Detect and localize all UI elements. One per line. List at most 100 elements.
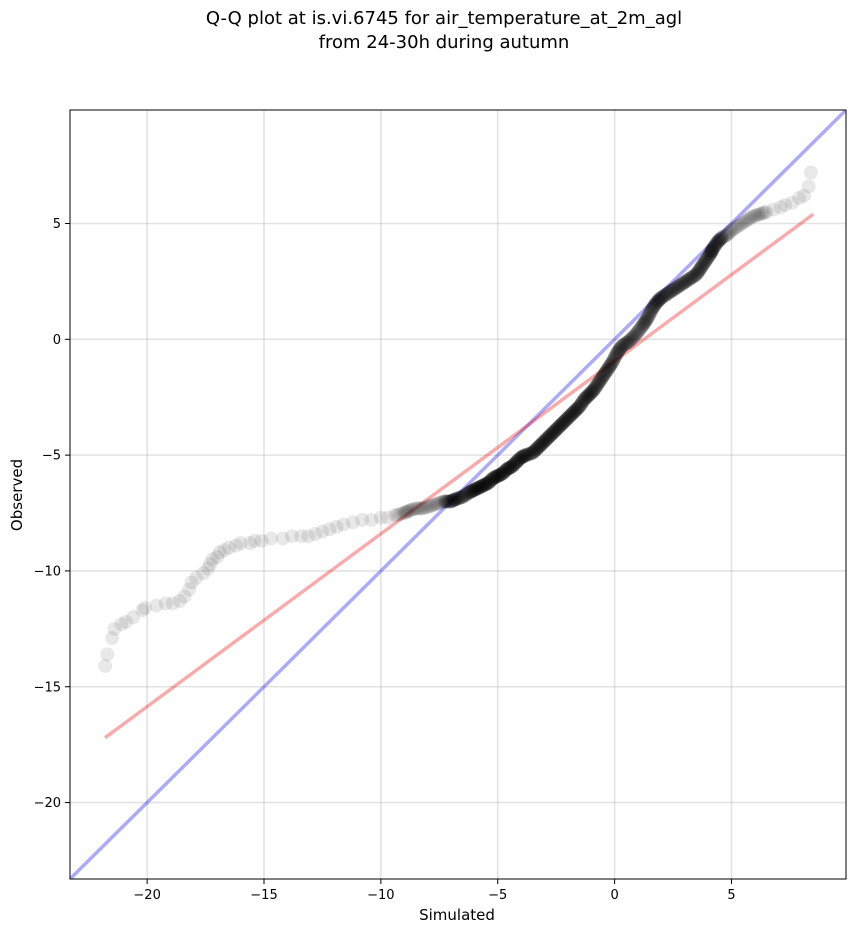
- quantile-point: [499, 462, 514, 477]
- quantile-point: [560, 411, 575, 426]
- quantile-point: [678, 274, 693, 289]
- quantile-point: [564, 407, 579, 422]
- quantile-point: [694, 259, 709, 274]
- quantile-point: [510, 453, 525, 468]
- quantile-point: [444, 494, 459, 509]
- quantile-point: [525, 445, 540, 460]
- quantile-point: [595, 370, 610, 385]
- quantile-point: [461, 486, 476, 501]
- quantile-point: [544, 426, 559, 441]
- quantile-point: [518, 448, 533, 463]
- y-tick-label: 0: [53, 333, 61, 348]
- quantile-point: [617, 337, 632, 352]
- quantile-point: [629, 325, 644, 340]
- quantile-point: [745, 209, 760, 224]
- quantile-point: [699, 252, 714, 267]
- quantile-point: [247, 533, 262, 548]
- quantile-point: [712, 232, 727, 247]
- quantile-point: [565, 406, 580, 421]
- quantile-point: [645, 302, 659, 317]
- quantile-point: [529, 442, 544, 457]
- quantile-point: [528, 443, 543, 458]
- quantile-point: [551, 420, 566, 435]
- quantile-point: [714, 230, 729, 245]
- quantile-point: [495, 466, 510, 481]
- quantile-point: [571, 400, 586, 415]
- quantile-point: [445, 493, 460, 508]
- quantile-point: [543, 428, 558, 443]
- quantile-point: [542, 428, 557, 443]
- quantile-point: [137, 600, 152, 615]
- quantile-point: [584, 384, 599, 399]
- quantile-point: [696, 256, 711, 271]
- quantile-point: [617, 337, 632, 352]
- quantile-point: [686, 269, 701, 284]
- quantile-point: [517, 448, 532, 463]
- quantile-point: [517, 448, 532, 463]
- quantile-point: [453, 490, 468, 505]
- quantile-point: [551, 420, 566, 435]
- quantile-point: [446, 493, 461, 508]
- quantile-point: [598, 365, 613, 380]
- quantile-point: [719, 228, 734, 243]
- quantile-point: [717, 229, 732, 244]
- quantile-point: [572, 399, 587, 414]
- quantile-point: [754, 206, 769, 221]
- quantile-point: [710, 235, 725, 250]
- quantile-point: [447, 492, 462, 507]
- quantile-point: [373, 510, 388, 525]
- quantile-point: [704, 245, 719, 260]
- quantile-point: [561, 410, 576, 425]
- quantile-point: [624, 332, 639, 347]
- quantile-point: [715, 230, 730, 245]
- quantile-point: [688, 267, 703, 282]
- quantile-point: [513, 451, 528, 466]
- y-axis-label: Observed: [8, 459, 26, 531]
- quantile-point: [508, 456, 523, 471]
- quantile-point: [631, 323, 646, 338]
- quantile-point: [699, 252, 714, 267]
- quantile-point: [705, 242, 720, 257]
- y-tick-label: −5: [42, 449, 61, 464]
- quantile-point: [622, 333, 637, 348]
- quantile-point: [614, 339, 629, 354]
- quantile-point: [329, 519, 344, 534]
- x-tick-label: −5: [488, 888, 507, 903]
- quantile-point: [507, 457, 522, 472]
- quantile-point: [702, 248, 717, 263]
- quantile-point: [729, 219, 744, 234]
- quantile-point: [633, 320, 648, 335]
- quantile-point: [694, 259, 709, 274]
- quantile-point: [598, 366, 613, 381]
- quantile-point: [466, 483, 481, 498]
- quantile-point: [734, 216, 749, 231]
- quantile-point: [570, 401, 585, 416]
- x-tick-label: −10: [367, 888, 394, 903]
- quantile-point: [580, 389, 595, 404]
- quantile-point: [467, 482, 482, 497]
- quantile-point: [552, 419, 567, 434]
- quantile-point: [403, 503, 418, 518]
- x-axis-label: Simulated: [419, 906, 495, 924]
- quantile-point: [796, 188, 811, 203]
- quantile-point: [733, 217, 748, 232]
- quantile-point: [465, 483, 480, 498]
- quantile-point: [759, 204, 774, 219]
- quantile-point: [496, 465, 511, 480]
- quantile-point: [233, 536, 248, 551]
- quantile-point: [726, 222, 741, 237]
- quantile-point: [576, 393, 591, 408]
- quantile-point: [597, 366, 612, 381]
- quantile-point: [469, 481, 484, 496]
- quantile-point: [718, 228, 733, 243]
- quantile-point: [575, 394, 590, 409]
- quantile-point: [686, 269, 701, 284]
- quantile-point: [484, 472, 499, 487]
- quantile-point: [707, 239, 722, 254]
- quantile-point: [707, 240, 722, 255]
- quantile-point: [562, 409, 577, 424]
- quantile-point: [534, 437, 549, 452]
- quantile-point: [626, 330, 641, 345]
- quantile-point: [642, 306, 657, 321]
- quantile-point: [654, 290, 669, 305]
